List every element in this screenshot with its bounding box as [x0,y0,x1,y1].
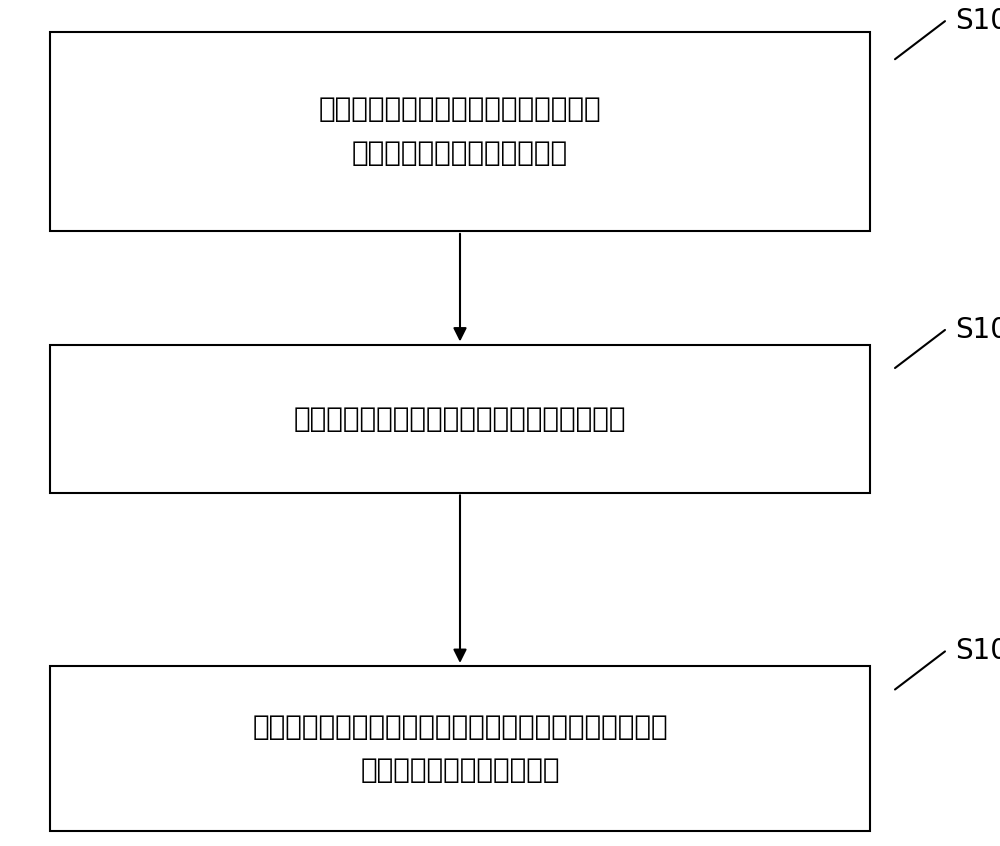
Text: S103: S103 [955,637,1000,666]
Text: 分析实际工作电流值与理论工作电流值，确定冷却回路中
油泵及油流管路的工作状态: 分析实际工作电流值与理论工作电流值，确定冷却回路中 油泵及油流管路的工作状态 [252,713,668,784]
Bar [50,345,870,492]
Text: S102: S102 [955,316,1000,344]
Text: 采集冷却回路中变压器油的油温以及该
油温下油泵的实际工作电流值: 采集冷却回路中变压器油的油温以及该 油温下油泵的实际工作电流值 [319,96,601,167]
Bar [50,32,870,230]
Text: 根据油温得到该油温下油泵的理论工作电流值: 根据油温得到该油温下油泵的理论工作电流值 [294,404,626,433]
Text: S101: S101 [955,7,1000,36]
Bar [50,667,870,831]
